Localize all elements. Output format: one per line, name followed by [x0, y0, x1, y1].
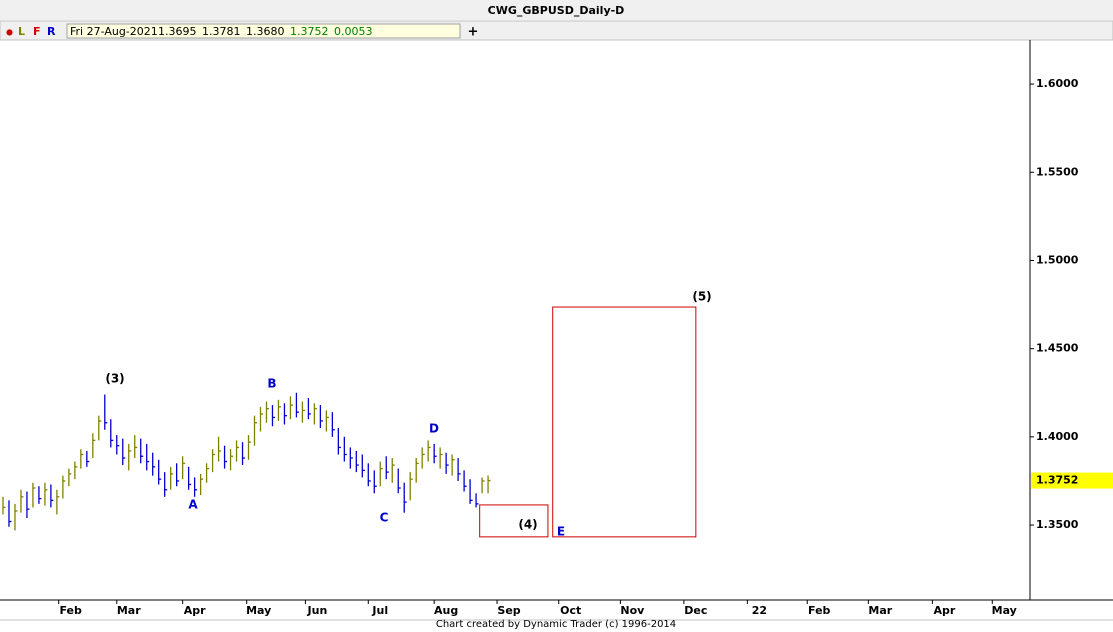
info-open: 1.3695 [158, 25, 197, 38]
info-high: 1.3781 [202, 25, 241, 38]
wave-label: (3) [105, 372, 124, 386]
info-close: 1.3752 [290, 25, 329, 38]
x-tick-label: May [992, 604, 1017, 617]
y-tick-label: 1.4000 [1036, 430, 1079, 443]
x-tick-label: May [246, 604, 271, 617]
last-price-label: 1.3752 [1036, 474, 1078, 487]
toolbar-l[interactable]: L [18, 25, 25, 38]
y-tick-label: 1.5000 [1036, 253, 1079, 266]
toolbar-dot[interactable]: ● [6, 28, 13, 37]
footer: Chart created by Dynamic Trader (c) 1996… [436, 619, 676, 630]
x-tick-label: Feb [59, 604, 82, 617]
toolbar-r[interactable]: R [47, 25, 56, 38]
y-tick-label: 1.4500 [1036, 342, 1079, 355]
x-tick-label: Aug [434, 604, 458, 617]
x-tick-label: Mar [117, 604, 141, 617]
x-tick-label: Apr [933, 604, 955, 617]
toolbar-f[interactable]: F [33, 25, 41, 38]
wave-label: (5) [692, 290, 711, 304]
wave-label: B [267, 377, 276, 391]
x-tick-label: Feb [808, 604, 831, 617]
x-tick-label: Jul [371, 604, 388, 617]
title-bar [0, 0, 1113, 20]
wave-label: D [429, 422, 439, 436]
wave-label: C [380, 511, 389, 525]
x-tick-label: Nov [620, 604, 645, 617]
target-zone [552, 306, 697, 538]
add-button[interactable]: + [468, 25, 479, 40]
x-tick-label: 22 [752, 604, 767, 617]
target-zone [479, 504, 549, 538]
x-tick-label: Mar [868, 604, 892, 617]
info-date: Fri 27-Aug-2021 [70, 25, 158, 38]
x-tick-label: Apr [184, 604, 206, 617]
last-price-box [1031, 472, 1113, 489]
x-tick-label: Oct [560, 604, 581, 617]
y-tick-label: 1.3500 [1036, 518, 1079, 531]
info-box [66, 23, 461, 39]
y-tick-label: 1.6000 [1036, 77, 1079, 90]
info-change: 0.0053 [334, 25, 373, 38]
info-low: 1.3680 [246, 25, 285, 38]
y-tick-label: 1.5500 [1036, 165, 1079, 178]
wave-label: (4) [518, 518, 537, 532]
x-tick-label: Jun [307, 604, 328, 617]
x-tick-label: Sep [497, 604, 520, 617]
chart-title: CWG_GBPUSD_Daily-D [488, 4, 625, 17]
wave-label: A [188, 498, 198, 512]
wave-label: E [557, 525, 565, 539]
x-tick-label: Dec [684, 604, 707, 617]
